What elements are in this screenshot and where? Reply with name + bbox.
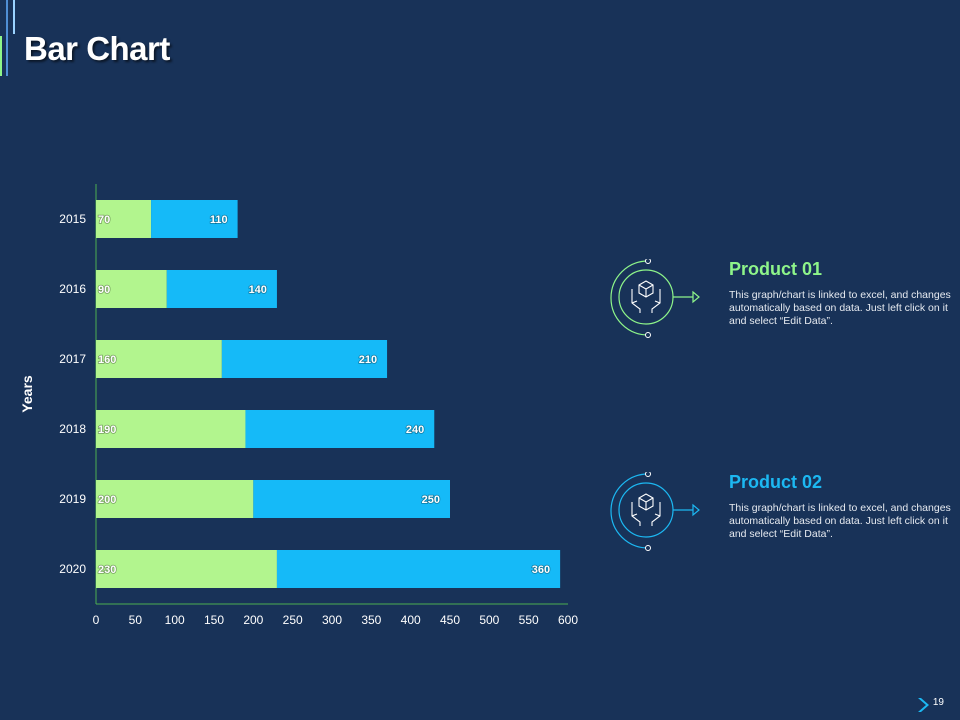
product-01-title: Product 01 (729, 259, 823, 279)
bar-product-02 (245, 410, 435, 448)
bar-product-02 (276, 550, 561, 588)
product-01-card: Product 01 This graph/chart is linked to… (602, 259, 952, 359)
data-label: 160 (98, 354, 116, 366)
box-in-hands-icon (610, 472, 700, 551)
x-tick-label: 50 (129, 613, 143, 627)
y-tick-label: 2020 (59, 562, 86, 576)
y-tick-label: 2019 (59, 492, 86, 506)
bar-product-01 (96, 410, 246, 448)
bar-product-02 (221, 340, 388, 378)
data-label: 90 (98, 284, 110, 296)
x-tick-label: 0 (93, 613, 100, 627)
x-tick-label: 400 (401, 613, 421, 627)
bar-product-01 (96, 480, 254, 518)
bar-product-01 (96, 200, 152, 238)
box-in-hands-icon (610, 259, 700, 338)
bar-product-01 (96, 270, 167, 308)
data-label: 140 (249, 284, 267, 296)
x-tick-label: 350 (361, 613, 381, 627)
data-label: 210 (359, 354, 377, 366)
slide-title: Bar Chart (24, 30, 170, 67)
y-tick-label: 2016 (59, 282, 86, 296)
data-label: 200 (98, 494, 116, 506)
data-label: 190 (98, 424, 116, 436)
x-tick-label: 550 (519, 613, 539, 627)
x-tick-label: 450 (440, 613, 460, 627)
x-tick-label: 100 (165, 613, 185, 627)
product-02-card: Product 02 This graph/chart is linked to… (602, 472, 952, 572)
x-tick-label: 200 (243, 613, 263, 627)
page-number: 19 (932, 697, 944, 708)
chevron-right-icon[interactable] (916, 697, 930, 713)
bar-product-01 (96, 550, 277, 588)
x-tick-label: 150 (204, 613, 224, 627)
x-tick-label: 500 (479, 613, 499, 627)
data-label: 360 (532, 564, 550, 576)
product-02-description: This graph/chart is linked to excel, and… (729, 502, 951, 540)
data-label: 110 (210, 214, 228, 226)
bar-product-02 (151, 200, 238, 238)
accent-line (6, 0, 8, 76)
bar-product-02 (253, 480, 450, 518)
product-02-title: Product 02 (729, 472, 823, 492)
y-tick-label: 2018 (59, 422, 86, 436)
y-tick-label: 2015 (59, 212, 86, 226)
x-tick-label: 600 (558, 613, 578, 627)
x-tick-label: 250 (283, 613, 303, 627)
data-label: 250 (422, 494, 440, 506)
accent-line (0, 36, 2, 76)
bar-product-02 (166, 270, 277, 308)
bar-product-01 (96, 340, 222, 378)
accent-line (13, 0, 15, 34)
y-axis-title: Years (19, 375, 35, 413)
data-label: 70 (98, 214, 110, 226)
data-label: 230 (98, 564, 116, 576)
y-tick-label: 2017 (59, 352, 86, 366)
data-label: 240 (406, 424, 424, 436)
x-tick-label: 300 (322, 613, 342, 627)
product-01-description: This graph/chart is linked to excel, and… (729, 289, 951, 327)
